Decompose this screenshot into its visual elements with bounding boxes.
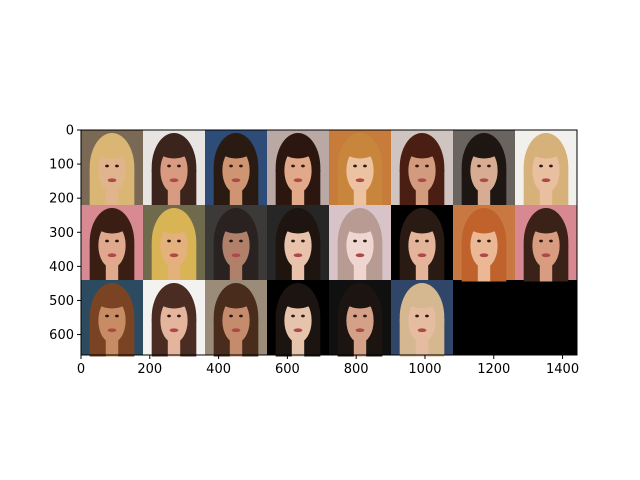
image-tile [81, 280, 143, 357]
image-tile [329, 205, 391, 282]
image-tile [453, 130, 515, 207]
y-tick-label: 300 [49, 226, 74, 241]
x-tick-label: 800 [344, 362, 369, 377]
x-tick-label: 600 [275, 362, 300, 377]
image-tile [143, 280, 205, 357]
image-tile [515, 205, 577, 282]
image-tile [453, 205, 515, 282]
x-tick-label: 400 [206, 362, 231, 377]
x-tick-label: 1000 [408, 362, 441, 377]
x-tick-label: 0 [77, 362, 85, 377]
y-axis: 0 100 200 300 400 500 600 [49, 124, 81, 343]
x-tick-label: 1400 [546, 362, 579, 377]
x-tick-label: 1200 [477, 362, 510, 377]
image-tile [81, 130, 143, 207]
image-tile [143, 130, 205, 207]
y-tick-label: 0 [66, 124, 74, 139]
y-tick-label: 200 [49, 192, 74, 207]
image-tile [143, 205, 205, 282]
image-tile [81, 205, 143, 282]
y-tick-label: 400 [49, 260, 74, 275]
image-tile [515, 130, 577, 207]
image-grid [81, 130, 577, 357]
axes-frame [80, 129, 578, 356]
image-tile [329, 280, 391, 357]
image-tile [267, 205, 329, 282]
image-tile [267, 280, 329, 357]
image-tile [391, 280, 453, 357]
y-tick-label: 100 [49, 158, 74, 173]
x-axis: 0 200 400 600 800 1000 1200 1400 [77, 355, 579, 377]
image-tile [391, 130, 453, 207]
x-tick-label: 200 [137, 362, 162, 377]
image-tile [267, 130, 329, 207]
y-tick-label: 600 [49, 328, 74, 343]
image-tile [205, 205, 267, 282]
image-tile [205, 130, 267, 207]
image-tile [329, 130, 391, 207]
y-tick-label: 500 [49, 294, 74, 309]
image-tile [391, 205, 453, 282]
image-tile [205, 280, 267, 357]
